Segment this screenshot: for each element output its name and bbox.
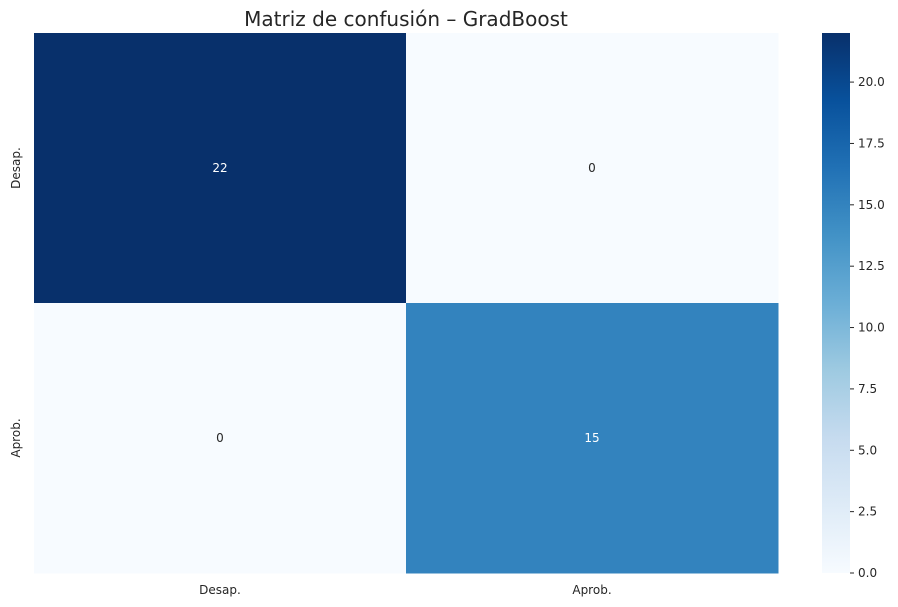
heatmap-cell: [406, 33, 779, 304]
colorbar-ticks: 0.0 2.5 5.0 7.5 10.0 12.5 15.0 17.5 20.0: [850, 75, 885, 580]
x-tick-labels: Desap. Aprob.: [199, 583, 611, 597]
colorbar-tick-label: 0.0: [858, 566, 877, 580]
heatmap-cell: [34, 33, 407, 304]
colorbar-tick-label: 17.5: [858, 136, 885, 150]
cell-annotation: 0: [588, 161, 596, 175]
y-tick-label: Aprob.: [9, 418, 23, 457]
y-tick-labels: Desap. Aprob.: [9, 147, 23, 457]
colorbar: [822, 33, 850, 573]
y-tick-label: Desap.: [9, 147, 23, 189]
colorbar-tick-label: 10.0: [858, 321, 885, 335]
cell-annotation: 15: [584, 431, 599, 445]
cell-annotation: 22: [212, 161, 227, 175]
colorbar-tick-label: 20.0: [858, 75, 885, 89]
chart-title: Matriz de confusión – GradBoost: [244, 7, 568, 31]
colorbar-tick-label: 7.5: [858, 382, 877, 396]
heatmap-cell: [34, 303, 407, 574]
heatmap-cell: [406, 303, 779, 574]
colorbar-tick-label: 2.5: [858, 505, 877, 519]
colorbar-tick-label: 5.0: [858, 443, 877, 457]
colorbar-tick-label: 15.0: [858, 198, 885, 212]
x-tick-label: Desap.: [199, 583, 241, 597]
heatmap-cells: 22 0 0 15: [34, 33, 779, 574]
colorbar-tick-label: 12.5: [858, 259, 885, 273]
cell-annotation: 0: [216, 431, 224, 445]
x-tick-label: Aprob.: [572, 583, 611, 597]
